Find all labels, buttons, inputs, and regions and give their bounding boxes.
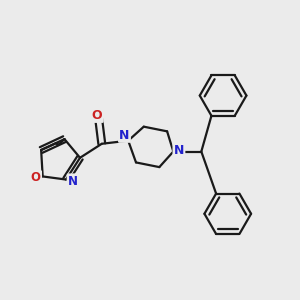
Text: O: O [31, 172, 41, 184]
Text: N: N [68, 175, 78, 188]
Text: N: N [174, 143, 184, 157]
Text: N: N [119, 129, 130, 142]
Text: O: O [92, 109, 102, 122]
